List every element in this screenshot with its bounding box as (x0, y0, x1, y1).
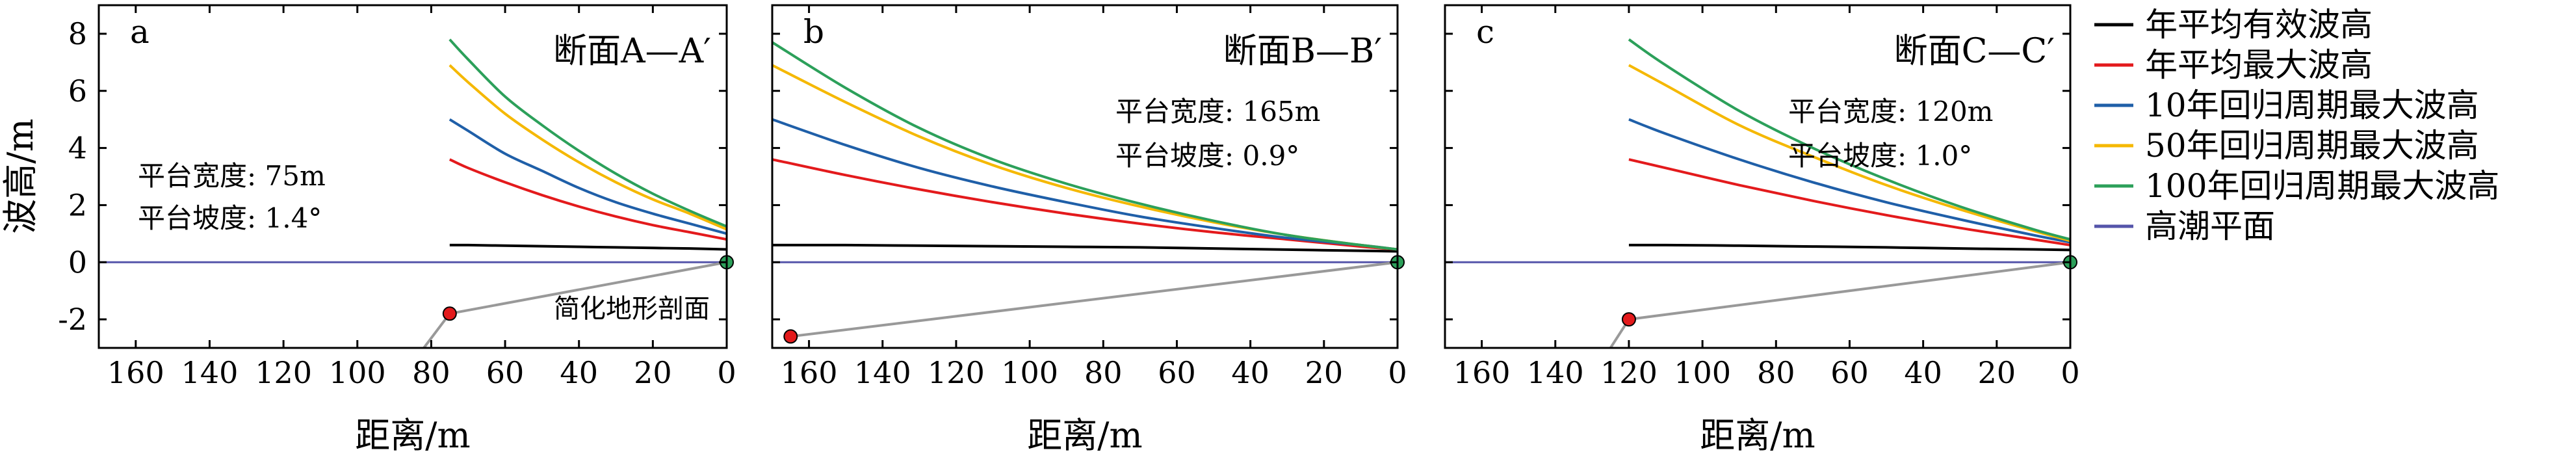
series-line-2 (1628, 158, 2070, 246)
legend-item: 年平均最大波高 (2094, 46, 2373, 84)
legend: 年平均有效波高年平均最大波高10年回归周期最大波高50年回归周期最大波高100年… (2094, 6, 2499, 245)
x-tick-label: 100 (1674, 355, 1731, 390)
platform-slope: 平台坡度: 1.0° (1788, 140, 1972, 172)
series-line-1 (1628, 243, 2070, 252)
x-tick-label: 140 (1527, 355, 1584, 390)
x-tick-label: 0 (2061, 355, 2079, 390)
x-tick-label: 80 (1084, 355, 1123, 390)
profile-start-marker (442, 306, 457, 321)
series-line-1 (772, 243, 1398, 253)
section-title: 断面C—C′ (1894, 32, 2055, 71)
x-axis-label: 距离/m (1700, 415, 1815, 456)
x-tick-label: 60 (486, 355, 525, 390)
series-line-1 (449, 243, 727, 251)
chart-panel-c: 160 140 120 100 80 60 40 20 0 距离/m c 断面C—C′ 平台宽度: 12… (1444, 4, 2080, 456)
terrain-profile-annotation: 简化地形剖面 (554, 294, 710, 324)
terrain-profile-line (790, 261, 1398, 338)
legend-label: 100年回归周期最大波高 (2145, 167, 2499, 205)
legend-item: 高潮平面 (2094, 207, 2275, 245)
y-tick-label: 4 (68, 131, 87, 166)
legend-label: 高潮平面 (2145, 207, 2275, 245)
legend-item: 年平均有效波高 (2094, 6, 2373, 44)
x-tick-label: 100 (329, 355, 386, 390)
x-tick-label: 160 (107, 355, 164, 390)
section-title: 断面A—A′ (553, 32, 711, 71)
platform-width: 平台宽度: 165m (1115, 96, 1321, 127)
x-tick-label: 120 (255, 355, 312, 390)
y-axis-label: 波高/m (0, 118, 41, 233)
series-line-3 (449, 118, 727, 235)
x-tick-label: 100 (1001, 355, 1058, 390)
series-line-4 (772, 64, 1398, 251)
series-line-5 (449, 38, 727, 228)
series-line-4 (449, 64, 727, 231)
series-line-5 (772, 41, 1398, 251)
series-line-4 (1628, 64, 2070, 243)
x-axis-label: 距离/m (355, 415, 470, 456)
x-tick-label: 40 (1904, 355, 1942, 390)
x-tick-label: 0 (717, 355, 736, 390)
axes-frame (771, 4, 1399, 349)
x-tick-label: 80 (412, 355, 450, 390)
y-tick-label: 0 (68, 245, 87, 280)
plot-area (99, 38, 727, 348)
platform-slope: 平台坡度: 0.9° (1115, 140, 1299, 172)
y-tick-label: 2 (68, 187, 87, 222)
legend-label: 年平均最大波高 (2145, 46, 2373, 84)
series-line-3 (1628, 118, 2070, 244)
y-tick-label: 8 (68, 16, 87, 51)
plot-area (772, 41, 1398, 338)
x-tick-label: 120 (1600, 355, 1658, 390)
x-tick-label: 0 (1388, 355, 1407, 390)
series-line-3 (772, 118, 1398, 251)
terrain-profile-line (1609, 261, 2070, 348)
x-tick-label: 40 (560, 355, 598, 390)
legend-label: 50年回归周期最大波高 (2145, 127, 2479, 165)
chart-panel-b: 160 140 120 100 80 60 40 20 0 距离/m b 断面B—B′ 平台宽度: 16… (771, 4, 1407, 456)
x-axis-label: 距离/m (1027, 415, 1142, 456)
legend-item: 100年回归周期最大波高 (2094, 167, 2499, 205)
section-title: 断面B—B′ (1223, 32, 1382, 71)
series-line-5 (1628, 38, 2070, 241)
series-line-2 (449, 158, 727, 241)
legend-label: 10年回归周期最大波高 (2145, 86, 2479, 124)
platform-width: 平台宽度: 75m (138, 160, 326, 192)
profile-start-marker (783, 329, 798, 344)
x-tick-label: 160 (781, 355, 838, 390)
chart-panel-a: 160 140 120 100 80 60 40 20 0 -2 0 2 4 6 8 距离/m a 断面A—A′ 平… (58, 4, 736, 456)
legend-item: 50年回归周期最大波高 (2094, 127, 2479, 165)
legend-label: 年平均有效波高 (2145, 6, 2373, 44)
x-tick-label: 120 (928, 355, 985, 390)
x-tick-label: 140 (181, 355, 239, 390)
profile-start-marker (1621, 312, 1636, 327)
y-tick-label: -2 (58, 302, 87, 337)
x-tick-label: 20 (634, 355, 672, 390)
x-tick-label: 20 (1305, 355, 1344, 390)
legend-item: 10年回归周期最大波高 (2094, 86, 2479, 124)
y-tick-label: 6 (68, 73, 87, 109)
x-tick-label: 160 (1453, 355, 1511, 390)
panel-letter: b (803, 13, 824, 51)
platform-slope: 平台坡度: 1.4° (138, 202, 322, 234)
x-tick-label: 80 (1757, 355, 1795, 390)
x-tick-label: 40 (1231, 355, 1269, 390)
platform-width: 平台宽度: 120m (1788, 96, 1994, 127)
axes-frame (98, 4, 728, 349)
x-tick-label: 60 (1158, 355, 1196, 390)
panel-letter: c (1476, 13, 1494, 51)
x-tick-label: 20 (1978, 355, 2016, 390)
series-line-2 (772, 158, 1398, 251)
plot-area (1445, 38, 2070, 348)
axes-frame (1444, 4, 2072, 349)
panel-letter: a (130, 13, 150, 51)
x-tick-label: 60 (1830, 355, 1869, 390)
x-tick-label: 140 (854, 355, 911, 390)
